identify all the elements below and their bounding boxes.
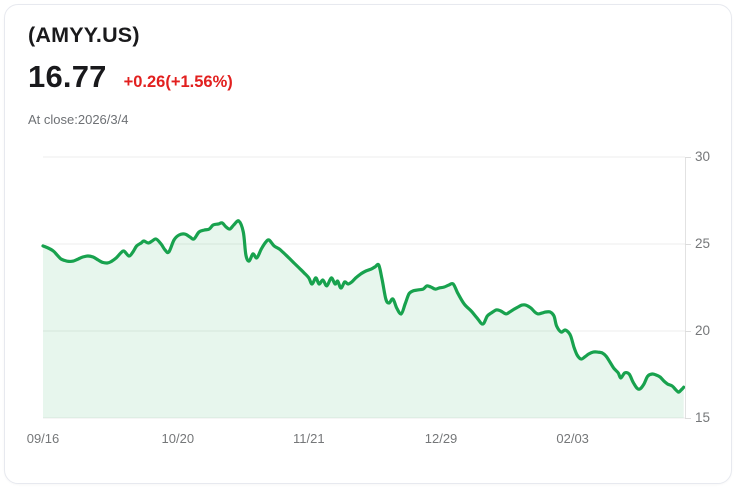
x-axis-labels: 09/16 10/20 11/21 12/29 02/03 (27, 431, 685, 447)
last-price: 16.77 (28, 59, 107, 94)
as-of-label: At close:2026/3/4 (28, 112, 129, 127)
x-axis-label: 10/20 (161, 431, 195, 446)
y-axis-tick (685, 418, 691, 419)
y-axis-label: 15 (695, 410, 711, 425)
y-axis-tick (685, 244, 691, 245)
price-row: 16.77 +0.26(+1.56%) (28, 59, 233, 95)
x-axis-label: 09/16 (26, 431, 60, 446)
y-axis-label: 30 (695, 149, 711, 164)
y-axis-line (685, 157, 686, 419)
price-area-fill (43, 220, 684, 418)
x-axis-label: 02/03 (556, 431, 589, 446)
y-axis-tick (685, 331, 691, 332)
y-axis-label: 25 (695, 236, 711, 251)
symbol-title: (AMYY.US) (28, 23, 140, 47)
y-axis-tick (685, 157, 691, 158)
x-axis-label: 12/29 (424, 431, 458, 446)
price-line (41, 219, 686, 394)
price-area-chart (41, 156, 686, 419)
x-axis-label: 11/21 (292, 431, 325, 446)
y-axis-label: 20 (695, 323, 711, 338)
stock-quote-card: (AMYY.US) 16.77 +0.26(+1.56%) At close:2… (4, 4, 732, 484)
price-change: +0.26(+1.56%) (123, 73, 233, 91)
price-chart[interactable] (41, 151, 686, 419)
